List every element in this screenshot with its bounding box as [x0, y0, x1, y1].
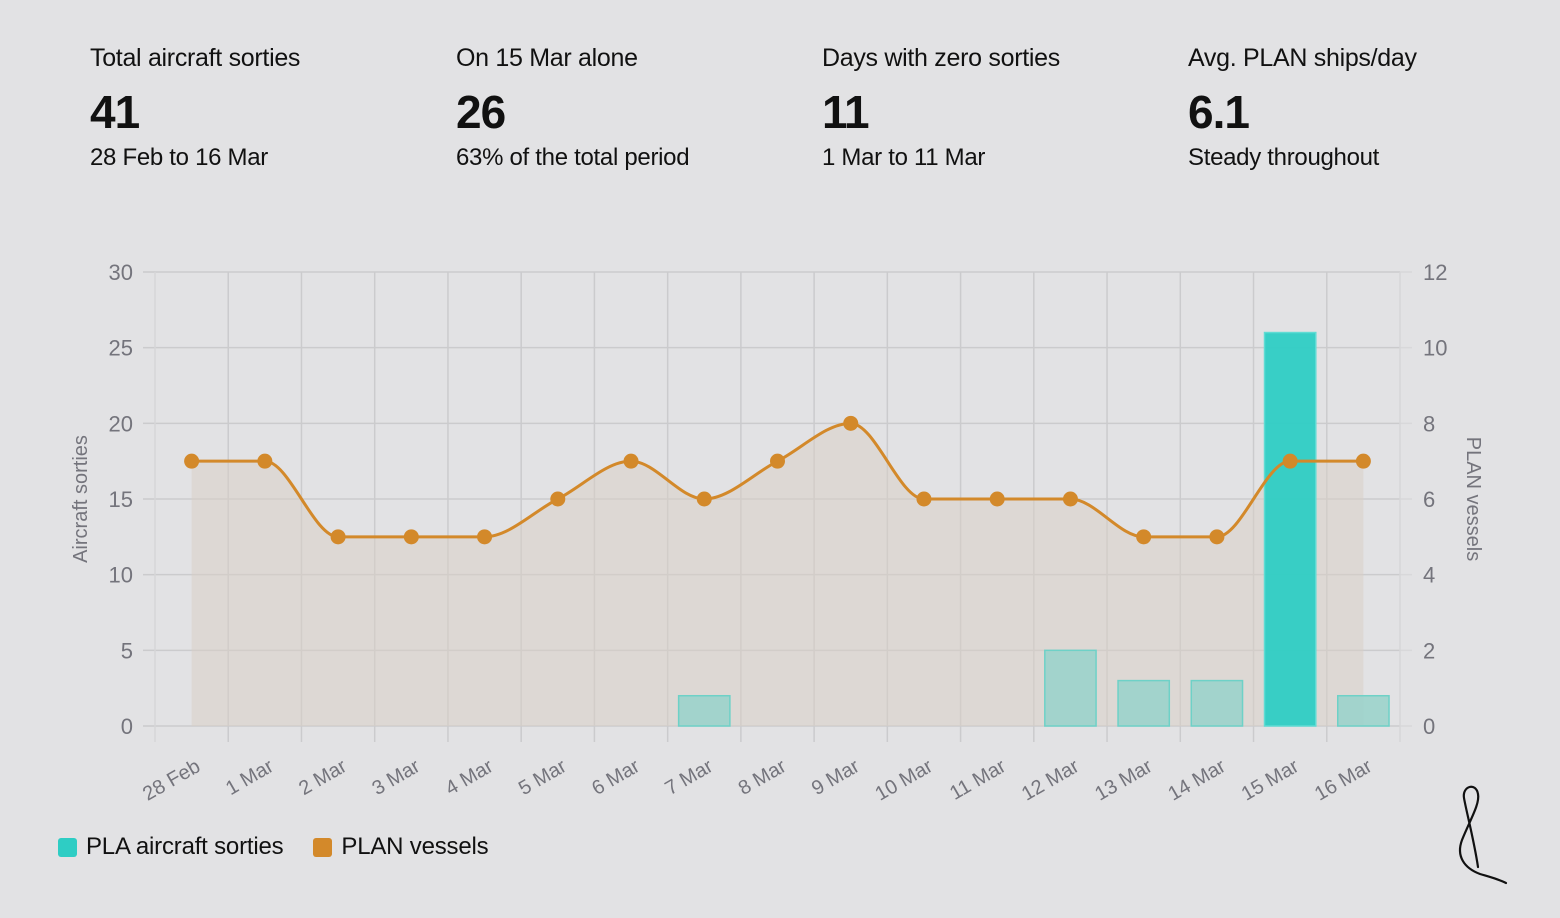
legend-label: PLA aircraft sorties — [86, 833, 284, 860]
x-tick-label: 3 Mar — [369, 755, 425, 800]
x-tick-label: 2 Mar — [295, 755, 351, 800]
y-tick-label-right: 0 — [1423, 714, 1435, 739]
stat-value: 41 — [90, 86, 140, 138]
vessels-point — [330, 529, 346, 545]
y-axis-label-left: Aircraft sorties — [70, 435, 92, 563]
x-tick-label: 7 Mar — [661, 755, 717, 800]
legend: PLA aircraft sorties PLAN vessels — [58, 830, 518, 864]
stat-zero-days: Days with zero sorties 11 1 Mar to 11 Ma… — [822, 40, 1162, 174]
bar-sorties — [1263, 331, 1317, 727]
legend-item-vessels[interactable]: PLAN vessels — [313, 830, 489, 864]
stat-value: 26 — [456, 86, 506, 138]
x-tick-label: 11 Mar — [946, 755, 1010, 805]
vessels-point — [1136, 529, 1152, 545]
bar-sorties — [1190, 679, 1244, 727]
vessels-point — [770, 453, 785, 469]
vessels-point — [184, 453, 200, 469]
y-axis-label-right: PLAN vessels — [1462, 437, 1484, 562]
y-tick-label-left: 0 — [121, 714, 133, 739]
x-tick-label: 13 Mar — [1091, 755, 1156, 805]
summary-stats: Total aircraft sorties 41 28 Feb to 16 M… — [90, 40, 1530, 180]
y-tick-label-right: 2 — [1423, 638, 1435, 663]
sorties-bars — [677, 331, 1390, 727]
vessels-point — [1062, 491, 1078, 507]
stat-value: 11 — [822, 86, 870, 138]
stat-subtext: 28 Feb to 16 Mar — [90, 144, 268, 171]
vessels-point — [550, 491, 566, 507]
x-tick-label: 8 Mar — [735, 755, 791, 800]
x-tick-label: 15 Mar — [1238, 755, 1303, 805]
vessels-point — [623, 453, 639, 469]
vessels-point — [1209, 529, 1225, 545]
legend-item-sorties[interactable]: PLA aircraft sorties — [58, 830, 284, 864]
y-tick-label-right: 6 — [1423, 487, 1435, 512]
vessels-point — [403, 529, 419, 545]
y-tick-label-left: 10 — [109, 563, 133, 588]
legend-swatch-vessels — [313, 837, 333, 857]
y-tick-label-left: 30 — [109, 260, 133, 285]
vessels-point — [989, 491, 1005, 507]
x-tick-label: 6 Mar — [588, 755, 644, 800]
stat-label: Total aircraft sorties — [90, 44, 301, 72]
bar-sorties — [1337, 694, 1390, 727]
vessels-point — [696, 491, 712, 507]
brand-logo-icon — [1458, 785, 1508, 885]
x-tick-label: 14 Mar — [1165, 755, 1230, 805]
stat-label: Days with zero sorties — [822, 44, 1060, 72]
stat-subtext: Steady throughout — [1188, 144, 1380, 171]
y-tick-label-left: 5 — [121, 638, 133, 663]
x-tick-label: 4 Mar — [442, 755, 498, 800]
stat-total-sorties: Total aircraft sorties 41 28 Feb to 16 M… — [90, 40, 430, 174]
vessels-point — [257, 453, 273, 469]
stat-label: On 15 Mar alone — [456, 44, 638, 72]
stat-subtext: 63% of the total period — [456, 144, 690, 171]
x-tick-label: 5 Mar — [515, 755, 571, 800]
x-tick-label: 1 Mar — [222, 755, 278, 800]
x-tick-label: 12 Mar — [1018, 755, 1083, 805]
legend-label: PLAN vessels — [341, 833, 489, 860]
y-tick-label-right: 8 — [1423, 411, 1435, 436]
vessels-point — [477, 529, 493, 545]
vessels-line — [184, 415, 1371, 545]
vessels-point — [1355, 453, 1371, 469]
vessels-point — [916, 491, 932, 507]
y-tick-label-left: 25 — [109, 336, 133, 361]
vessels-area-fill — [191, 423, 1364, 726]
vessels-point — [843, 415, 859, 431]
bar-sorties — [677, 694, 731, 727]
stat-15-mar: On 15 Mar alone 26 63% of the total peri… — [456, 40, 796, 174]
y-tick-label-right: 12 — [1423, 260, 1447, 285]
stat-subtext: 1 Mar to 11 Mar — [822, 144, 986, 171]
y-tick-label-left: 15 — [109, 487, 133, 512]
y-tick-label-left: 20 — [109, 411, 133, 436]
x-tick-label: 16 Mar — [1311, 755, 1376, 805]
vessels-area — [191, 423, 1364, 726]
x-tick-label: 28 Feb — [139, 755, 204, 805]
x-tick-label: 9 Mar — [808, 755, 864, 800]
stat-label: Avg. PLAN ships/day — [1188, 44, 1417, 72]
bar-sorties — [1117, 679, 1171, 727]
bar-sorties — [1044, 649, 1097, 727]
legend-swatch-sorties — [58, 837, 77, 857]
x-tick-label: 10 Mar — [872, 755, 937, 805]
y-tick-label-right: 10 — [1423, 336, 1447, 361]
y-tick-label-right: 4 — [1423, 563, 1435, 588]
stat-value: 6.1 — [1188, 86, 1250, 138]
stat-avg-ships: Avg. PLAN ships/day 6.1 Steady throughou… — [1188, 40, 1528, 174]
vessels-point — [1282, 453, 1298, 469]
